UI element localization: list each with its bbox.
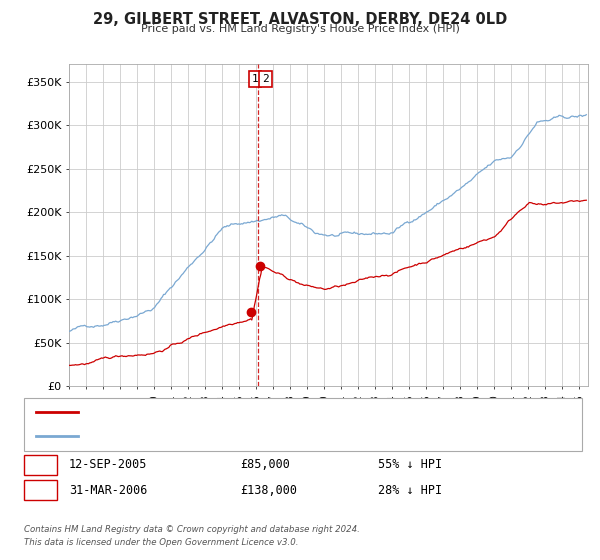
Text: £138,000: £138,000 <box>240 483 297 497</box>
Text: 2: 2 <box>262 74 269 84</box>
Text: Price paid vs. HM Land Registry's House Price Index (HPI): Price paid vs. HM Land Registry's House … <box>140 24 460 34</box>
Text: Contains HM Land Registry data © Crown copyright and database right 2024.: Contains HM Land Registry data © Crown c… <box>24 525 360 534</box>
Text: HPI: Average price, detached house, City of Derby: HPI: Average price, detached house, City… <box>90 431 352 441</box>
Text: 29, GILBERT STREET, ALVASTON, DERBY, DE24 0LD (detached house): 29, GILBERT STREET, ALVASTON, DERBY, DE2… <box>90 408 450 418</box>
Text: 31-MAR-2006: 31-MAR-2006 <box>69 483 148 497</box>
Text: 2: 2 <box>37 483 44 497</box>
Text: £85,000: £85,000 <box>240 458 290 472</box>
Text: 12-SEP-2005: 12-SEP-2005 <box>69 458 148 472</box>
Text: This data is licensed under the Open Government Licence v3.0.: This data is licensed under the Open Gov… <box>24 538 299 547</box>
Text: 55% ↓ HPI: 55% ↓ HPI <box>378 458 442 472</box>
Text: 28% ↓ HPI: 28% ↓ HPI <box>378 483 442 497</box>
Text: 1: 1 <box>37 458 44 472</box>
Text: 29, GILBERT STREET, ALVASTON, DERBY, DE24 0LD: 29, GILBERT STREET, ALVASTON, DERBY, DE2… <box>93 12 507 27</box>
Text: 1: 1 <box>251 74 258 84</box>
